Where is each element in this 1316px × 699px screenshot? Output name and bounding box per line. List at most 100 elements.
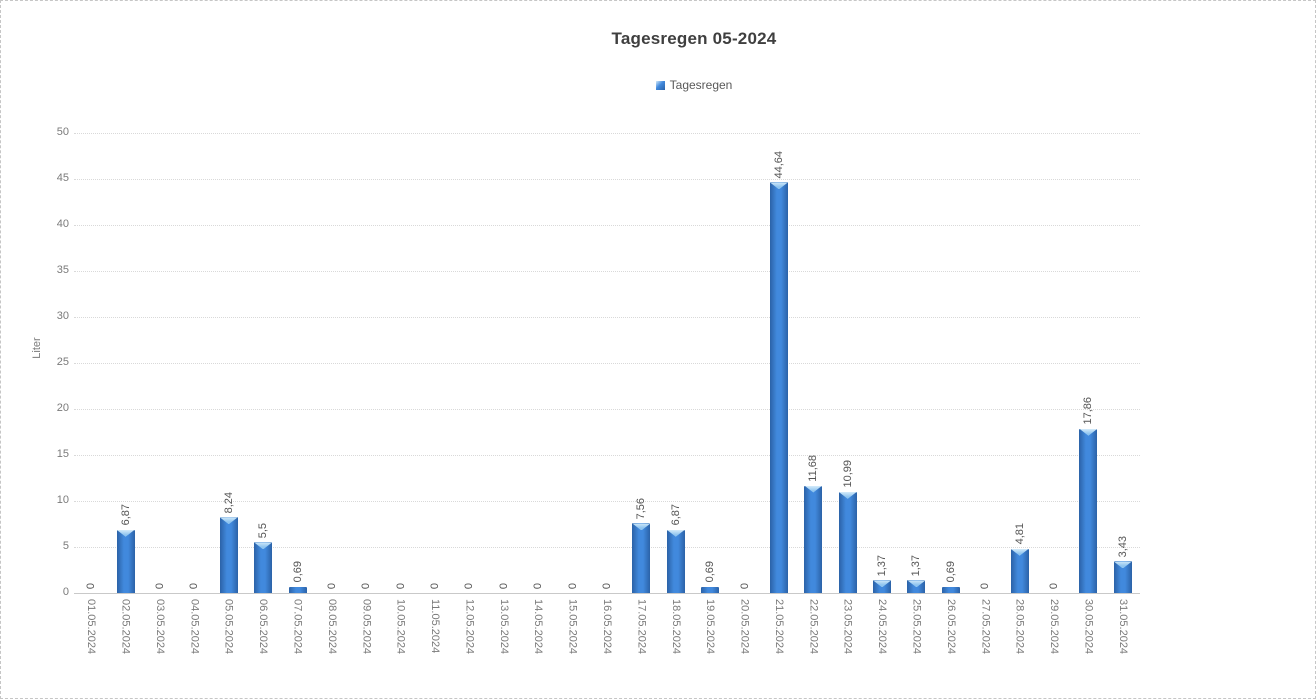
- bar-value-label: 0: [360, 582, 373, 589]
- bar-value-label: 0: [497, 582, 510, 589]
- gridline: [74, 179, 1140, 180]
- bar: [219, 517, 238, 593]
- bar-value-label: 8,24: [222, 491, 235, 514]
- bar-highlight-cap: [769, 182, 788, 190]
- bar-value-label: 6,87: [669, 504, 682, 526]
- y-tick-label: 40: [56, 218, 69, 230]
- bar-value-label: 0: [188, 582, 201, 589]
- bar: [907, 580, 926, 593]
- x-tick-label: 17.05.2024: [635, 599, 648, 655]
- x-tick-label: 29.05.2024: [1048, 599, 1061, 655]
- bar: [941, 586, 960, 593]
- bar-highlight-cap: [907, 580, 926, 588]
- x-axis-tick-labels: 01.05.2024 02.05.2024 03.05.2024 04.05.2024…: [74, 599, 1140, 694]
- x-tick-label: 26.05.2024: [944, 599, 957, 655]
- x-tick-label: 19.05.2024: [704, 599, 717, 655]
- y-tick-label: 20: [56, 402, 69, 414]
- bar-value-label: 5,5: [257, 523, 270, 539]
- bar-value-label: 0: [85, 582, 98, 589]
- bar-value-label: 1,37: [910, 554, 923, 577]
- bar-highlight-cap: [632, 523, 651, 531]
- bar-value-label: 7,56: [635, 498, 648, 520]
- bar: [838, 491, 857, 593]
- bar-value-label: 0,69: [291, 561, 304, 583]
- bar-highlight-cap: [804, 485, 823, 493]
- bar-value-label: 10,99: [841, 460, 854, 488]
- bar-highlight-cap: [838, 491, 857, 499]
- bar: [288, 586, 307, 593]
- bar-highlight-cap: [1113, 561, 1132, 569]
- x-tick-label: 25.05.2024: [910, 599, 923, 655]
- gridline: [74, 547, 1140, 548]
- bar-value-label: 44,64: [772, 150, 785, 179]
- bar-value-label: 3,43: [1116, 536, 1129, 558]
- gridline: [74, 225, 1140, 226]
- x-tick-label: 20.05.2024: [738, 599, 751, 655]
- bar-value-label: 1,37: [876, 554, 889, 577]
- x-tick-label: 07.05.2024: [291, 599, 304, 655]
- bar: [632, 523, 651, 593]
- bar: [1079, 428, 1098, 593]
- bar-value-label: 0: [601, 582, 613, 589]
- x-tick-label: 06.05.2024: [257, 599, 270, 655]
- y-tick-label: 0: [62, 586, 69, 598]
- chart-title: Tagesregen 05-2024: [611, 29, 777, 48]
- legend: Tagesregen: [73, 78, 1315, 93]
- bar-value-label: 0: [738, 582, 751, 589]
- x-tick-label: 11.05.2024: [429, 599, 442, 654]
- bar-value-label: 0: [532, 582, 545, 589]
- bar-value-label: 11,68: [807, 454, 820, 482]
- bar-highlight-cap: [873, 580, 892, 588]
- y-tick-label: 50: [56, 126, 69, 138]
- bar-value-label: 0: [566, 582, 579, 589]
- bar: [254, 542, 273, 593]
- bar: [804, 485, 823, 593]
- x-tick-label: 30.05.2024: [1082, 599, 1095, 655]
- bar-value-label: 4,81: [1013, 523, 1026, 545]
- x-tick-label: 09.05.2024: [360, 599, 373, 655]
- bar-highlight-cap: [1079, 428, 1098, 436]
- x-tick-label: 22.05.2024: [807, 599, 820, 655]
- gridline: [74, 271, 1140, 272]
- x-tick-label: 12.05.2024: [463, 599, 476, 655]
- x-tick-label: 24.05.2024: [876, 599, 889, 655]
- bar: [701, 586, 720, 593]
- y-tick-label: 5: [62, 540, 69, 552]
- x-tick-label: 31.05.2024: [1116, 599, 1129, 655]
- y-tick-label: 30: [56, 310, 69, 322]
- bar: [666, 529, 685, 593]
- x-tick-label: 27.05.2024: [979, 599, 992, 655]
- y-tick-label: 35: [56, 264, 69, 276]
- legend-label: Tagesregen: [669, 78, 733, 92]
- gridline: [74, 317, 1140, 318]
- bar-highlight-cap: [1010, 548, 1029, 556]
- y-tick-label: 45: [56, 172, 69, 184]
- bar-value-label: 0: [153, 582, 166, 589]
- y-tick-label: 10: [56, 494, 69, 506]
- bar: [116, 529, 135, 593]
- bar-value-label: 0: [463, 582, 476, 589]
- legend-marker-icon: [655, 80, 665, 90]
- bar: [769, 182, 788, 593]
- x-tick-label: 15.05.2024: [566, 599, 579, 655]
- gridline: [74, 363, 1140, 364]
- bar-value-label: 0,69: [704, 561, 717, 583]
- bar-value-label: 0: [325, 582, 338, 589]
- x-tick-label: 01.05.2024: [85, 599, 98, 655]
- bar: [1010, 548, 1029, 593]
- gridline: [74, 409, 1140, 410]
- bar-value-label: 0,69: [944, 561, 957, 583]
- x-tick-label: 23.05.2024: [841, 599, 854, 655]
- y-tick-label: 25: [56, 356, 69, 368]
- bar-highlight-cap: [254, 542, 273, 550]
- x-tick-label: 02.05.2024: [119, 599, 132, 655]
- bar-value-label: 17,86: [1082, 397, 1095, 425]
- gridline: [74, 455, 1140, 456]
- plot-area: 0 6,87 0 0 8,24 5,5 0,69 0 0 0 0 0 0 0 0 0 7,56 6,87 0,69 0…: [74, 133, 1140, 594]
- x-tick-label: 21.05.2024: [772, 599, 785, 655]
- bar-value-label: 6,87: [119, 504, 132, 526]
- x-axis-line: [74, 593, 1140, 594]
- x-tick-label: 18.05.2024: [669, 599, 682, 655]
- x-tick-label: 28.05.2024: [1013, 599, 1026, 655]
- x-tick-label: 05.05.2024: [222, 599, 235, 655]
